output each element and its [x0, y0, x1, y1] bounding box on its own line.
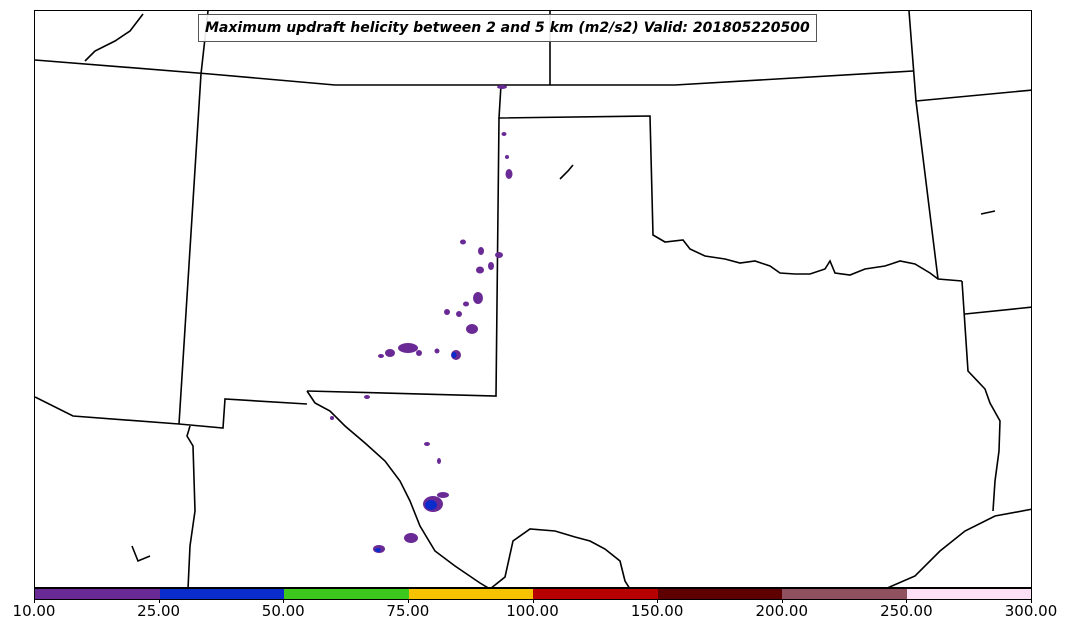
state-border-mo	[908, 11, 939, 280]
colorbar-tick	[283, 600, 284, 603]
colorbar-level-label: 300.00	[1004, 602, 1058, 620]
colorbar-segment	[408, 589, 533, 599]
reservoir-outline	[559, 164, 574, 180]
storm-cell	[466, 324, 478, 334]
map-canvas	[35, 11, 1031, 587]
colorbar-segment	[159, 589, 284, 599]
storm-cell	[478, 247, 484, 255]
colorbar-level-label: 150.00	[630, 602, 684, 620]
state-border-ks-mo	[915, 89, 1031, 102]
storm-cell	[495, 252, 503, 258]
map-title: Maximum updraft helicity between 2 and 5…	[198, 14, 817, 42]
colorbar-level-label: 75.00	[386, 602, 430, 620]
storm-cell	[398, 343, 418, 353]
storm-cell	[437, 492, 449, 498]
storm-cell	[460, 239, 466, 245]
state-border-tx-la	[961, 280, 1001, 512]
colorbar-tick	[533, 600, 534, 603]
colorbar-segment	[35, 589, 160, 599]
coastline-gulf	[887, 508, 1031, 587]
colorbar-tick	[657, 600, 658, 603]
colorbar-level-label: 25.00	[137, 602, 181, 620]
storm-cell	[505, 169, 513, 179]
colorbar-level-label: 250.00	[880, 602, 933, 620]
map-panel	[34, 10, 1032, 588]
storm-cell	[404, 533, 418, 543]
state-border-nm-south	[178, 398, 308, 429]
lake-outline	[980, 210, 996, 215]
state-border-tx-nm	[306, 117, 500, 397]
storm-cell	[434, 348, 440, 354]
storm-cell-core	[425, 500, 437, 510]
storm-cell	[463, 301, 469, 307]
storm-cell	[364, 395, 370, 399]
colorbar-segment	[657, 589, 782, 599]
storm-cell-core	[451, 352, 457, 358]
colorbar-tick	[906, 600, 907, 603]
coastline-lake	[84, 13, 144, 62]
storm-cell	[444, 309, 450, 315]
storm-cell	[424, 442, 430, 446]
storm-cell	[385, 349, 395, 357]
state-border-rio-grande	[306, 390, 489, 587]
state-border-north	[35, 59, 914, 86]
storm-cell	[330, 416, 334, 420]
storm-cell	[378, 354, 384, 358]
colorbar-segment	[533, 589, 658, 599]
river-outline	[131, 545, 151, 563]
storm-cell	[476, 266, 484, 274]
colorbar	[34, 588, 1032, 600]
colorbar-segment	[284, 589, 409, 599]
storm-cell-core	[375, 548, 381, 552]
storm-cell	[416, 350, 422, 356]
colorbar-tick	[408, 600, 409, 603]
colorbar-segment	[906, 589, 1031, 599]
storm-cell	[456, 311, 462, 317]
state-border-ar-mo	[964, 306, 1031, 315]
colorbar-tick	[159, 600, 160, 603]
state-borders	[35, 11, 1031, 587]
state-border-ok	[498, 84, 963, 282]
border-big-bend	[491, 528, 630, 587]
colorbar-level-label: 100.00	[506, 602, 559, 620]
colorbar-level-label: 50.00	[261, 602, 305, 620]
storm-cells	[330, 85, 513, 553]
colorbar-tick	[1031, 600, 1032, 603]
colorbar-tick	[34, 600, 35, 603]
storm-cell	[501, 132, 507, 136]
storm-cell	[497, 85, 507, 89]
colorbar-level-label: 10.00	[12, 602, 56, 620]
colorbar-segment	[782, 589, 907, 599]
storm-cell	[505, 155, 509, 159]
colorbar-level-label: 200.00	[755, 602, 809, 620]
state-border-mx	[186, 425, 196, 587]
colorbar-tick	[782, 600, 783, 603]
storm-cell	[488, 262, 494, 270]
storm-cell	[473, 292, 483, 304]
storm-cell	[437, 458, 441, 464]
state-border-az	[35, 396, 180, 425]
